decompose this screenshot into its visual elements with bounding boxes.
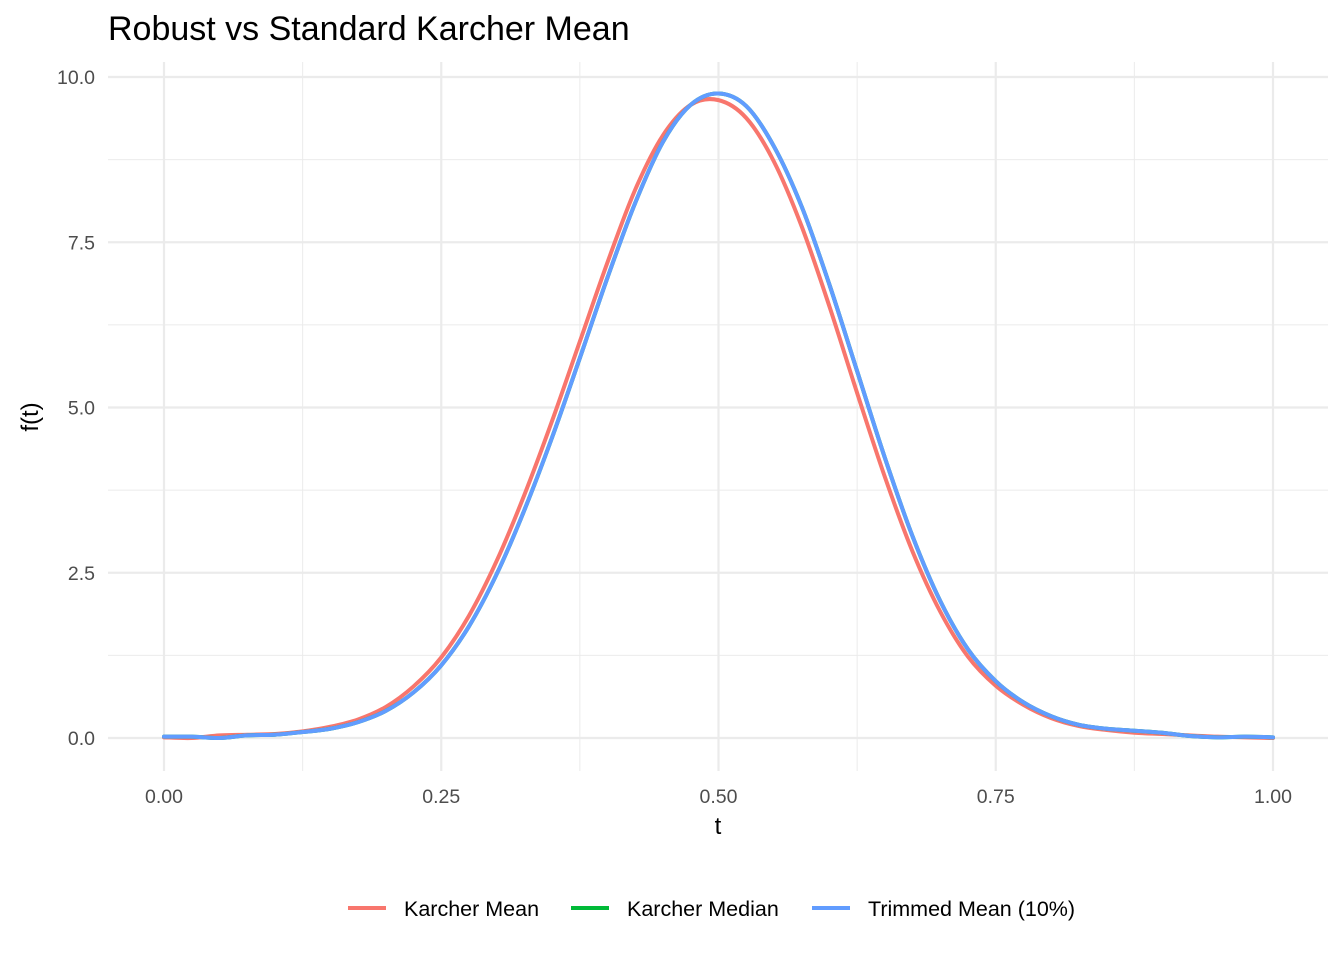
y-tick-label: 5.0 — [68, 398, 95, 420]
legend-label-karcher-median: Karcher Median — [627, 897, 779, 921]
x-tick-label: 0.75 — [977, 786, 1015, 808]
y-tick-label: 2.5 — [68, 563, 95, 585]
x-tick-label: 0.50 — [700, 786, 738, 808]
x-tick-label: 0.25 — [422, 786, 460, 808]
y-tick-label: 0.0 — [68, 728, 95, 750]
legend-label-karcher-mean: Karcher Mean — [404, 897, 539, 921]
chart-title: Robust vs Standard Karcher Mean — [108, 10, 630, 48]
series-line-trimmed-mean-10 — [162, 91, 1275, 741]
legend-label-trimmed-mean-10: Trimmed Mean (10%) — [868, 897, 1075, 921]
y-tick-label: 10.0 — [57, 67, 95, 89]
y-axis-ticks: 0.0 2.5 5.0 7.5 10.0 — [57, 67, 95, 750]
x-axis-title: t — [715, 813, 722, 840]
grid — [108, 62, 1328, 771]
y-tick-label: 7.5 — [68, 232, 95, 254]
legend: Karcher Mean Karcher Median Trimmed Mean (… — [348, 897, 1075, 921]
x-tick-label: 1.00 — [1254, 786, 1292, 808]
plot-area — [162, 91, 1275, 741]
x-tick-label: 0.00 — [145, 786, 183, 808]
y-axis-title: f(t) — [17, 402, 44, 431]
x-axis-ticks: 0.00 0.25 0.50 0.75 1.00 — [145, 786, 1292, 808]
